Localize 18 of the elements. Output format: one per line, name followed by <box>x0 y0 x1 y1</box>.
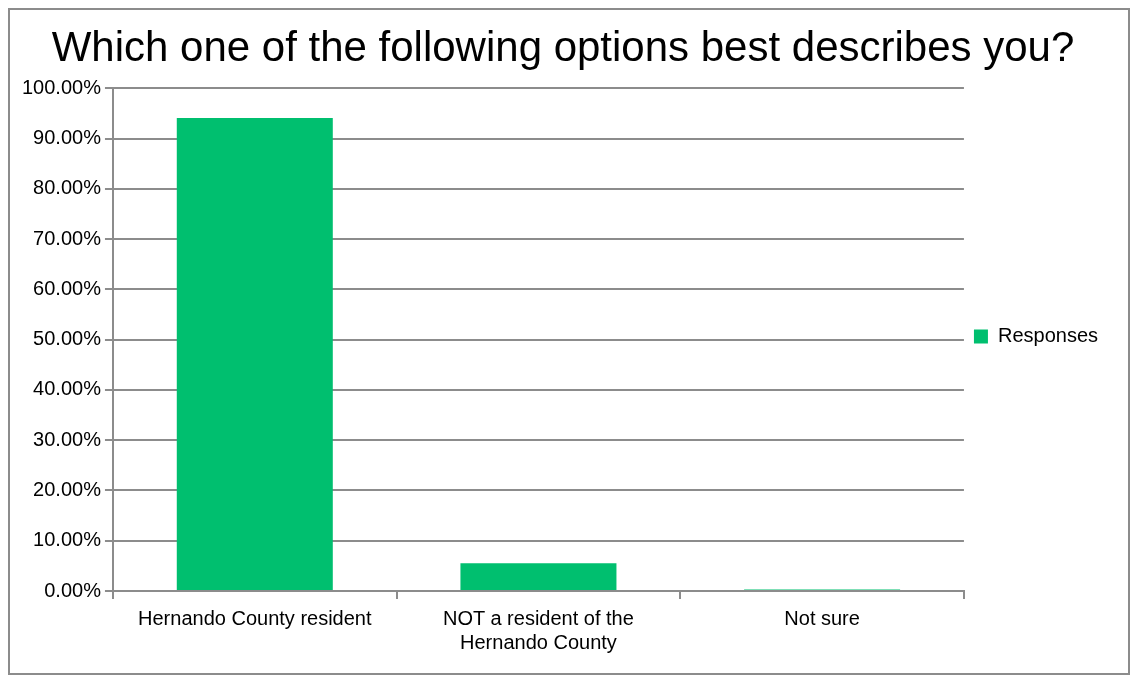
y-tick-label: 60.00% <box>33 276 102 299</box>
y-tick-label: 10.00% <box>33 528 102 551</box>
bar <box>176 118 333 590</box>
bar <box>460 563 617 590</box>
chart-title: Which one of the following options best describes you? <box>51 22 1075 70</box>
y-tick-label: 30.00% <box>33 427 102 450</box>
legend-label: Responses <box>997 324 1098 347</box>
y-tick-label: 20.00% <box>33 478 102 500</box>
y-tick-label: 70.00% <box>33 226 102 249</box>
x-tick-label: Hernando County resident <box>138 606 372 629</box>
x-tick-label: Not sure <box>784 606 860 629</box>
y-tick-label: 100.00% <box>21 75 102 98</box>
y-tick-label: 0.00% <box>44 578 102 601</box>
y-tick-label: 90.00% <box>33 126 102 149</box>
x-tick-label: NOT a resident of the Hernando County <box>443 606 634 653</box>
y-tick-label: 50.00% <box>33 327 102 350</box>
y-tick-label: 40.00% <box>33 377 102 400</box>
y-tick-label: 80.00% <box>33 176 102 199</box>
